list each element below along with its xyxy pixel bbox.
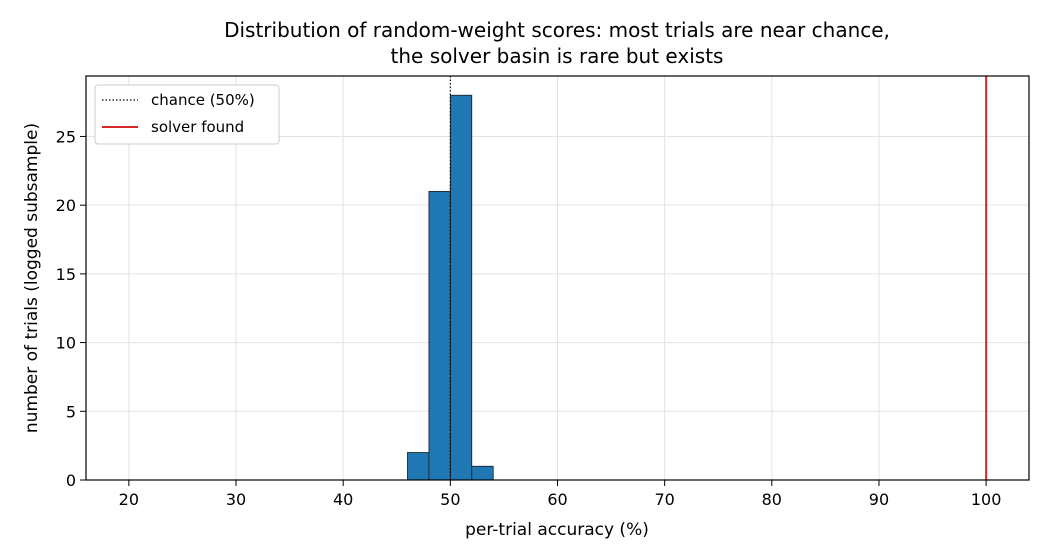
y-tick-label: 25 [56, 127, 76, 146]
y-tick-label: 20 [56, 196, 76, 215]
y-tick-label: 15 [56, 265, 76, 284]
y-tick-label: 5 [66, 402, 76, 421]
y-tick-label: 0 [66, 471, 76, 490]
x-axis-ticks: 20 30 40 50 60 70 80 90 100 [119, 480, 1002, 509]
histogram-bar [449, 94, 473, 481]
x-tick-label: 60 [547, 490, 567, 509]
histogram-bar [471, 465, 494, 481]
legend: chance (50%) solver found [94, 84, 280, 145]
x-tick-label: 70 [654, 490, 674, 509]
reference-lines [449, 76, 988, 480]
chart-title-line-1: Distribution of random-weight scores: mo… [224, 18, 890, 42]
histogram-bars [407, 94, 494, 481]
chart-title-line-2: the solver basin is rare but exists [391, 44, 724, 68]
x-axis-label: per-trial accuracy (%) [465, 520, 649, 540]
x-tick-label: 50 [440, 490, 460, 509]
y-axis-ticks: 0 5 10 15 20 25 [56, 127, 86, 490]
x-tick-label: 40 [333, 490, 353, 509]
y-axis-label: number of trials (logged subsample) [22, 123, 42, 433]
x-tick-label: 80 [762, 490, 782, 509]
histogram-bar [407, 452, 430, 481]
histogram-bar [428, 191, 451, 481]
legend-box [94, 84, 280, 145]
legend-label-solver: solver found [151, 118, 244, 136]
x-tick-label: 20 [119, 490, 139, 509]
legend-label-chance: chance (50%) [151, 91, 255, 109]
x-tick-label: 100 [971, 490, 1002, 509]
x-tick-label: 30 [226, 490, 246, 509]
x-tick-label: 90 [869, 490, 889, 509]
y-tick-label: 10 [56, 334, 76, 353]
